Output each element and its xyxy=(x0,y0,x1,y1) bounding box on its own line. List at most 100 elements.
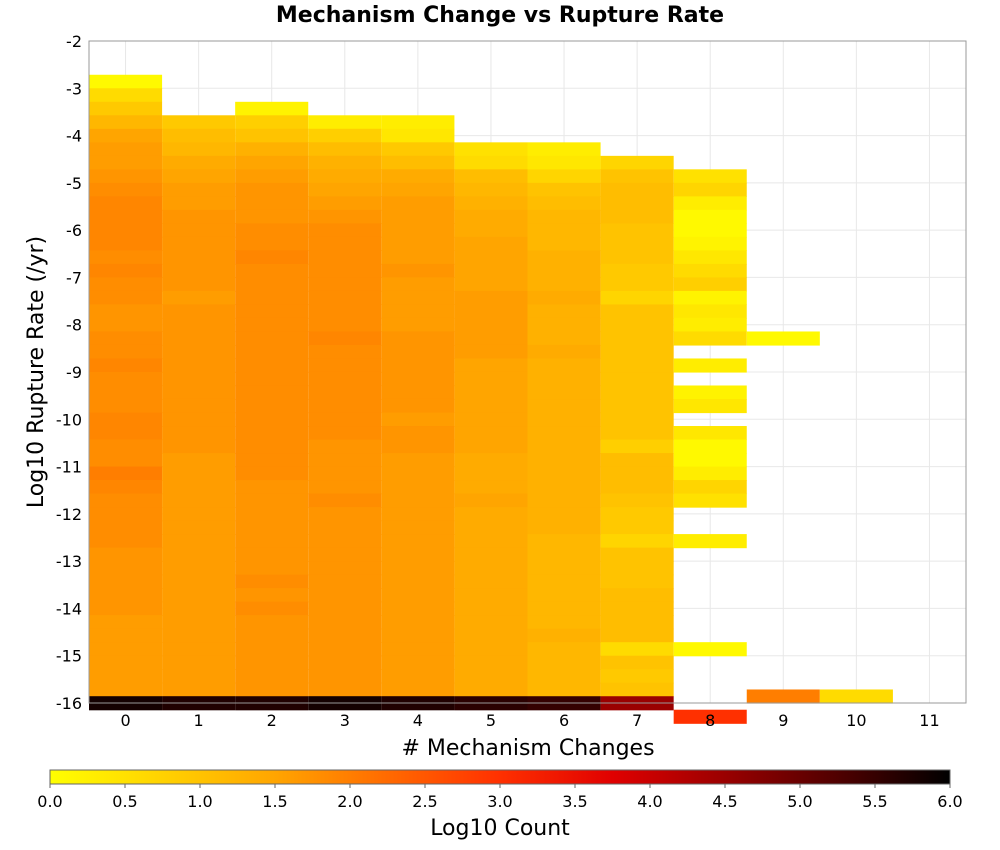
heatmap-cell xyxy=(673,263,747,279)
heatmap-cell xyxy=(89,426,163,441)
heatmap-cell xyxy=(235,263,309,279)
y-tick-label: -9 xyxy=(66,363,82,382)
heatmap-cell xyxy=(308,115,382,130)
heatmap-cell xyxy=(89,534,163,549)
heatmap-cell xyxy=(235,142,309,157)
heatmap-cell xyxy=(89,385,163,400)
heatmap-cell xyxy=(162,317,236,333)
heatmap-cell xyxy=(600,426,674,441)
heatmap-cell xyxy=(308,507,382,522)
heatmap-cell xyxy=(89,480,163,495)
y-tick-label: -11 xyxy=(56,458,82,477)
heatmap-cell xyxy=(381,196,455,211)
heatmap-cell xyxy=(89,520,163,535)
heatmap-cell xyxy=(600,372,674,387)
heatmap-cell xyxy=(454,331,528,346)
heatmap-cell xyxy=(381,588,455,603)
heatmap-cell xyxy=(308,236,382,251)
heatmap-cell xyxy=(454,290,528,306)
heatmap-cell xyxy=(673,169,747,184)
heatmap-cell xyxy=(600,615,674,630)
heatmap-cell xyxy=(600,588,674,603)
colorbar-tick-label: 6.0 xyxy=(937,792,962,811)
heatmap-cell xyxy=(89,128,163,143)
heatmap-cell xyxy=(235,669,309,684)
heatmap-cell xyxy=(454,682,528,697)
heatmap-cell xyxy=(235,209,309,224)
heatmap-cell xyxy=(600,236,674,252)
heatmap-cell xyxy=(89,669,163,684)
heatmap-cell xyxy=(162,331,236,346)
heatmap-cell xyxy=(381,520,455,535)
heatmap-cells xyxy=(89,74,893,724)
heatmap-cell xyxy=(381,426,455,441)
y-tick-labels: -2 -3 -4 -5 -6 -7 -8 -9 -10 -11 -12 -13 -14 -15 -16 xyxy=(56,32,82,713)
y-tick-label: -5 xyxy=(66,174,82,193)
heatmap-cell xyxy=(381,628,455,643)
y-tick-label: -12 xyxy=(56,505,82,524)
heatmap-cell xyxy=(600,304,674,319)
heatmap-cell xyxy=(381,317,455,333)
x-tick-label: 6 xyxy=(559,711,569,730)
heatmap-cell xyxy=(381,507,455,522)
heatmap-cell xyxy=(527,574,601,589)
heatmap-cell xyxy=(600,439,674,454)
x-tick-label: 11 xyxy=(919,711,939,730)
heatmap-cell xyxy=(527,682,601,697)
heatmap-cell xyxy=(162,453,236,468)
y-tick-label: -16 xyxy=(56,694,82,713)
heatmap-cell xyxy=(381,331,455,346)
heatmap-cell xyxy=(381,115,455,130)
heatmap-cell xyxy=(308,642,382,657)
heatmap-cell xyxy=(89,344,163,360)
heatmap-cell xyxy=(308,453,382,468)
y-tick-label: -15 xyxy=(56,647,82,666)
heatmap-cell xyxy=(527,655,601,670)
heatmap-cell xyxy=(162,466,236,481)
heatmap-cell xyxy=(162,115,236,130)
heatmap-cell xyxy=(527,642,601,657)
heatmap-cell xyxy=(527,520,601,535)
heatmap-cell xyxy=(527,371,601,387)
heatmap-cell xyxy=(235,682,309,697)
heatmap-cell xyxy=(381,223,455,238)
heatmap-cell xyxy=(527,304,601,319)
heatmap-cell xyxy=(454,385,528,400)
heatmap-cell xyxy=(381,466,455,481)
heatmap-cell xyxy=(600,358,674,373)
heatmap-cell xyxy=(673,304,747,319)
heatmap-cell xyxy=(235,547,309,562)
y-axis-label: Log10 Rupture Rate (/yr) xyxy=(24,236,49,508)
heatmap-cell xyxy=(308,142,382,157)
heatmap-cell xyxy=(527,331,601,346)
heatmap-cell xyxy=(454,277,528,292)
heatmap-cell xyxy=(162,398,236,414)
heatmap-cell xyxy=(308,655,382,670)
heatmap-cell xyxy=(454,547,528,562)
heatmap-cell xyxy=(673,209,747,224)
heatmap-cell xyxy=(162,412,236,427)
y-tick-label: -10 xyxy=(56,410,82,429)
heatmap-cell xyxy=(454,439,528,454)
heatmap-cell xyxy=(162,182,236,197)
heatmap-cell xyxy=(308,588,382,603)
heatmap-cell xyxy=(235,642,309,657)
heatmap-cell xyxy=(673,358,747,373)
colorbar-tick-label: 5.5 xyxy=(862,792,887,811)
heatmap-cell xyxy=(381,480,455,495)
heatmap-cell xyxy=(89,182,163,197)
heatmap-cell xyxy=(527,480,601,495)
heatmap-cell xyxy=(162,642,236,657)
heatmap-cell xyxy=(673,709,747,724)
heatmap-cell xyxy=(235,344,309,360)
heatmap-cell xyxy=(162,507,236,522)
heatmap-cell xyxy=(600,290,674,306)
heatmap-cell xyxy=(527,169,601,184)
y-tick-label: -6 xyxy=(66,221,82,240)
heatmap-cell xyxy=(527,182,601,197)
heatmap-cell xyxy=(600,169,674,184)
heatmap-cell xyxy=(673,439,747,454)
heatmap-cell xyxy=(527,277,601,292)
heatmap-cell xyxy=(673,331,747,346)
heatmap-cell xyxy=(381,250,455,265)
